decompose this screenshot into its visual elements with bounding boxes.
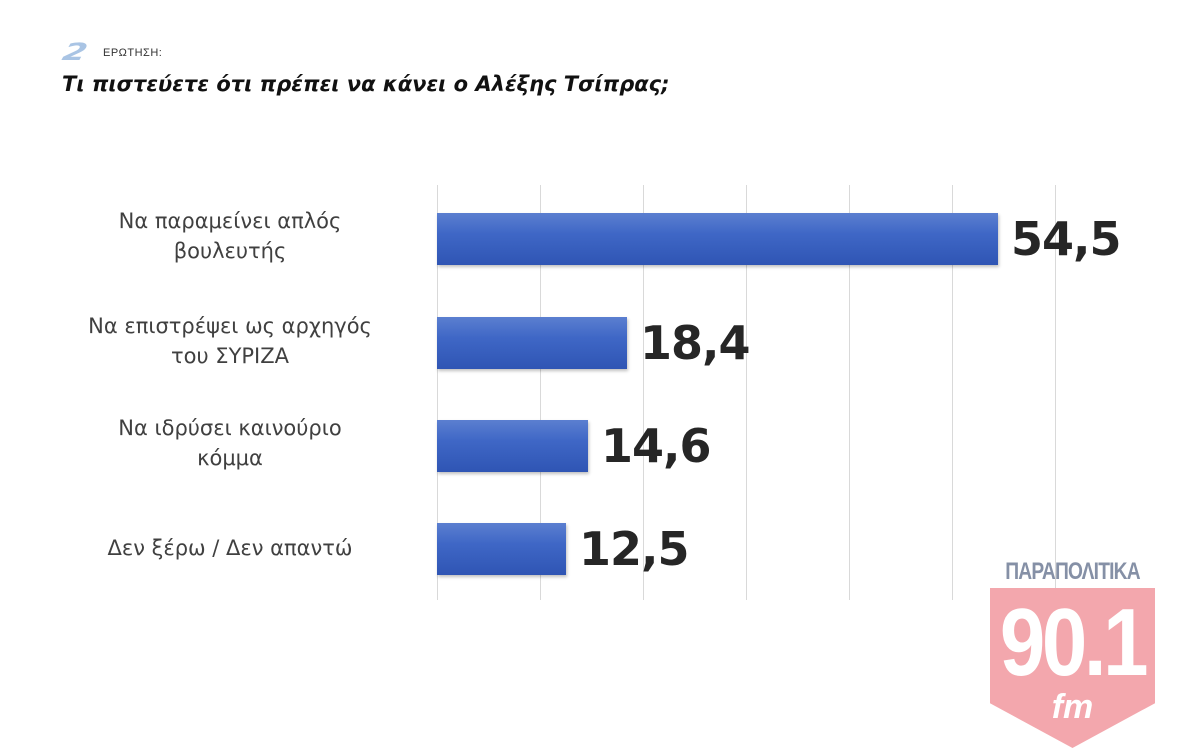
- gridline: [1055, 185, 1056, 600]
- bar: [437, 317, 627, 369]
- bar: [437, 523, 566, 575]
- logo-suffix: fm: [1051, 688, 1094, 726]
- bar: [437, 213, 998, 265]
- gridline: [643, 185, 644, 600]
- category-label-line: Να παραμείνει απλός: [118, 209, 342, 233]
- question-number: 2: [59, 38, 89, 67]
- bar-value-label: 18,4: [640, 316, 750, 370]
- bar-value-label: 54,5: [1011, 212, 1121, 266]
- bar-value-label: 14,6: [601, 419, 711, 473]
- category-label-line: Δεν ξέρω / Δεν απαντώ: [107, 536, 353, 560]
- question-label: ΕΡΩΤΗΣΗ:: [103, 47, 163, 59]
- station-logo: ΠΑΡΑΠΟΛΙΤΙΚΑ 90.1 fm: [985, 558, 1160, 748]
- category-label-line: Να επιστρέψει ως αρχηγός: [88, 314, 372, 338]
- category-label: Δεν ξέρω / Δεν απαντώ: [50, 533, 410, 563]
- category-label: Να παραμείνει απλός βουλευτής: [50, 206, 410, 266]
- bar: [437, 420, 588, 472]
- category-label-line: βουλευτής: [173, 239, 287, 263]
- gridline: [746, 185, 747, 600]
- category-label: Να ιδρύσει καινούριο κόμμα: [50, 413, 410, 473]
- chart-title: Τι πιστεύετε ότι πρέπει να κάνει ο Αλέξη…: [62, 72, 670, 96]
- bar-value-label: 12,5: [579, 522, 689, 576]
- gridline: [849, 185, 850, 600]
- plot-area: 54,5 18,4 14,6 12,5: [437, 185, 1121, 600]
- category-label-line: Να ιδρύσει καινούριο: [118, 416, 342, 440]
- category-label-line: του ΣΥΡΙΖΑ: [170, 344, 290, 368]
- gridline: [952, 185, 953, 600]
- category-label: Να επιστρέψει ως αρχηγός του ΣΥΡΙΖΑ: [50, 311, 410, 371]
- gridline: [437, 185, 438, 600]
- gridline: [540, 185, 541, 600]
- logo-top-text: ΠΑΡΑΠΟΛΙΤΙΚΑ: [1005, 558, 1140, 585]
- category-label-line: κόμμα: [197, 446, 263, 470]
- logo-number: 90.1: [999, 589, 1149, 696]
